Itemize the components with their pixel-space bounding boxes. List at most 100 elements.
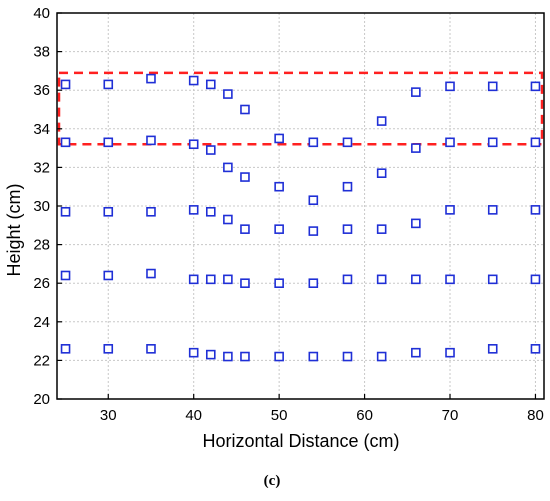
data-point: [188, 205, 199, 215]
data-point: [103, 270, 114, 281]
data-point: [240, 351, 250, 362]
data-point: [530, 81, 541, 92]
data-point: [146, 344, 156, 354]
data-point: [376, 168, 387, 178]
data-point: [60, 137, 71, 148]
data-point: [103, 206, 114, 217]
data-point: [146, 268, 156, 279]
y-tick-label: 36: [33, 82, 50, 99]
data-point: [411, 143, 421, 153]
data-point: [240, 278, 250, 289]
data-point: [487, 205, 498, 215]
y-tick-label: 38: [33, 44, 50, 61]
y-tick-label: 28: [33, 237, 50, 254]
data-point: [530, 205, 541, 215]
data-point: [274, 351, 284, 362]
data-point: [240, 172, 250, 182]
y-tick-label: 32: [33, 159, 50, 176]
data-point: [60, 79, 71, 90]
data-point: [60, 206, 71, 217]
y-tick-label: 20: [33, 391, 50, 408]
data-point: [188, 139, 199, 150]
data-point: [205, 145, 216, 155]
data-point: [530, 274, 541, 285]
data-point: [274, 133, 284, 144]
series-group: [60, 73, 541, 126]
data-point: [411, 87, 421, 97]
data-point: [487, 274, 498, 285]
x-tick-label: 70: [442, 407, 459, 424]
series-group: [60, 205, 541, 236]
data-point: [146, 206, 156, 217]
data-point: [308, 195, 319, 206]
data-point: [274, 181, 284, 192]
data-point: [376, 116, 387, 126]
series-group: [274, 168, 387, 206]
data-point: [146, 135, 156, 146]
x-tick-label: 80: [527, 407, 544, 424]
data-point: [205, 206, 216, 217]
data-point: [308, 226, 319, 236]
x-tick-label: 50: [271, 407, 288, 424]
data-point: [205, 79, 216, 90]
data-point: [445, 137, 455, 148]
axes-layer: 30 40 50 60 70 80 20 22 24 26 28 30 32 34 36 38 40: [33, 5, 545, 424]
data-point: [188, 75, 199, 86]
y-tick-label: 40: [33, 5, 50, 22]
data-point: [308, 351, 319, 362]
x-axis-title: Horizontal Distance (cm): [202, 431, 399, 451]
data-point: [205, 349, 216, 360]
series-group: [60, 268, 541, 289]
data-point: [308, 137, 319, 148]
data-point: [240, 224, 250, 234]
data-point: [223, 351, 233, 362]
data-point: [240, 104, 250, 115]
data-point: [60, 344, 71, 354]
data-point: [342, 274, 353, 285]
x-tick-label: 40: [185, 407, 202, 424]
data-point: [487, 81, 498, 92]
highlight-band-rect: [57, 71, 544, 146]
x-tick-label: 60: [356, 407, 373, 424]
data-point: [411, 218, 421, 229]
highlight-band-layer: [57, 71, 544, 146]
data-point: [445, 205, 455, 215]
grid-lines: [57, 12, 544, 400]
data-point: [445, 81, 455, 92]
data-point: [103, 344, 114, 354]
data-points-layer: [60, 73, 541, 362]
data-point: [223, 214, 233, 225]
data-point: [103, 137, 114, 148]
data-point: [223, 89, 233, 99]
data-point: [146, 73, 156, 84]
y-tick-label: 26: [33, 275, 50, 292]
panel-label: (c): [264, 473, 281, 489]
series-group: [60, 133, 541, 182]
data-point: [60, 270, 71, 281]
data-point: [342, 224, 353, 234]
data-point: [411, 274, 421, 285]
data-point: [223, 274, 233, 285]
series-group: [60, 344, 541, 362]
data-point: [376, 351, 387, 362]
x-tick-label: 30: [100, 407, 117, 424]
data-point: [376, 274, 387, 285]
y-axis-title: Height (cm): [4, 183, 24, 276]
y-tick-label: 34: [33, 121, 50, 138]
labels-layer: Horizontal Distance (cm) Height (cm) (c): [4, 183, 400, 489]
data-point: [103, 79, 114, 90]
data-point: [188, 274, 199, 285]
data-point: [205, 274, 216, 285]
y-tick-label: 30: [33, 198, 50, 215]
data-point: [274, 278, 284, 289]
data-point: [308, 278, 319, 289]
data-point: [445, 347, 455, 358]
data-point: [411, 347, 421, 358]
data-point: [530, 344, 541, 354]
y-tick-label: 24: [33, 314, 50, 331]
data-point: [188, 347, 199, 358]
data-point: [487, 344, 498, 354]
data-point: [223, 162, 233, 173]
